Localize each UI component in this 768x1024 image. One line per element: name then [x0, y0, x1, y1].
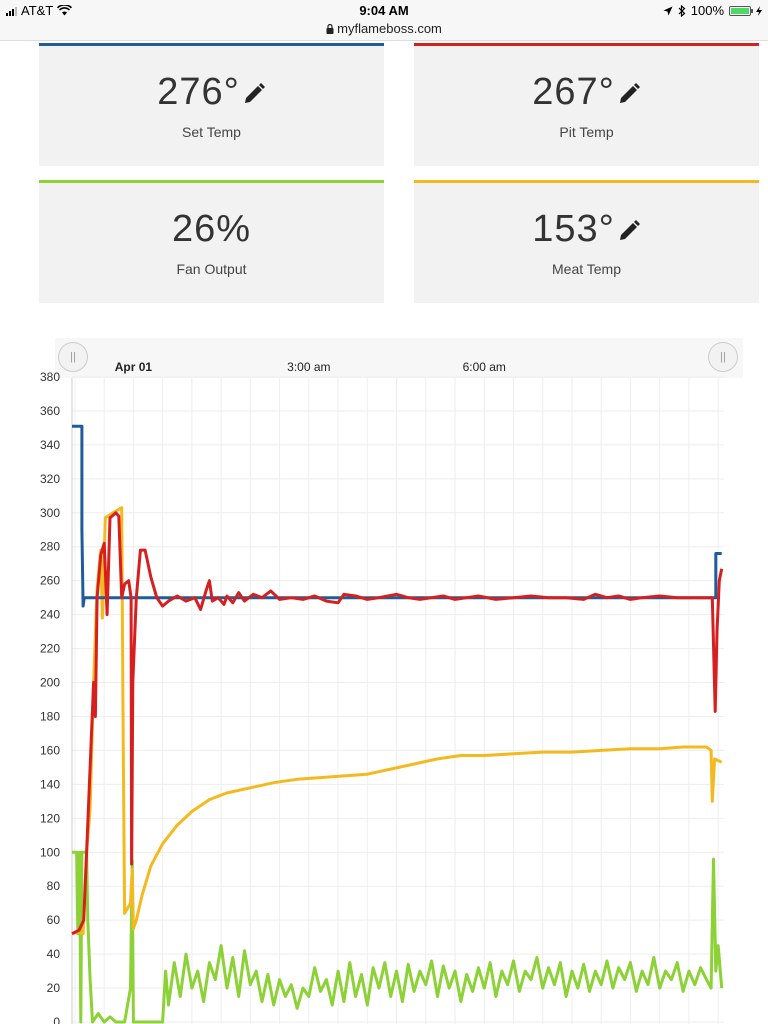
range-handle-left[interactable]: || [58, 342, 88, 372]
address-bar[interactable]: myflameboss.com [0, 21, 768, 36]
bluetooth-icon [678, 4, 686, 17]
location-arrow-icon [663, 6, 673, 15]
y-tick-label: 120 [40, 811, 60, 825]
set-temp-label: Set Temp [182, 124, 241, 140]
meat-temp-value: 153° [532, 208, 615, 250]
y-tick-label: 0 [53, 1015, 60, 1024]
y-tick-label: 80 [47, 879, 61, 893]
status-left: AT&T [6, 3, 73, 18]
status-right: 100% [663, 3, 762, 18]
fan-output-card: 26% Fan Output [39, 180, 384, 303]
x-tick-label: 3:00 am [287, 360, 330, 374]
y-tick-label: 20 [47, 981, 61, 995]
y-tick-label: 40 [47, 947, 61, 961]
pencil-icon[interactable] [617, 219, 641, 243]
clock: 9:04 AM [359, 3, 409, 18]
pit-temp-label: Pit Temp [559, 124, 614, 140]
y-tick-label: 60 [47, 913, 61, 927]
battery-icon [729, 5, 753, 16]
wifi-icon [57, 5, 73, 16]
pit-temp-card: 267° Pit Temp [414, 43, 759, 166]
pencil-icon[interactable] [617, 82, 641, 106]
y-tick-label: 280 [40, 540, 60, 554]
fan-output-value: 26% [171, 208, 252, 250]
battery-percent: 100% [690, 3, 724, 18]
x-tick-label: 6:00 am [463, 360, 506, 374]
carrier-name: AT&T [21, 3, 54, 18]
temperature-chart: || || 0 20 40 60 80 100 120 140 160 180 200 220 240 2… [0, 336, 768, 1024]
signal-strength-icon [6, 6, 17, 16]
y-tick-label: 140 [40, 777, 60, 791]
y-tick-label: 320 [40, 472, 60, 486]
y-tick-label: 360 [40, 404, 60, 418]
pencil-icon[interactable] [242, 82, 266, 106]
y-tick-label: 240 [40, 608, 60, 622]
set-temp-card: 276° Set Temp [39, 43, 384, 166]
series-line-meat-temp[interactable] [71, 506, 723, 936]
y-tick-label: 300 [40, 506, 60, 520]
x-tick-label: Apr 01 [115, 360, 153, 374]
y-tick-label: 180 [40, 709, 60, 723]
lock-icon [326, 23, 334, 34]
fan-output-label: Fan Output [176, 261, 247, 277]
y-tick-label: 380 [40, 370, 60, 384]
meat-temp-card: 153° Meat Temp [414, 180, 759, 303]
y-tick-label: 340 [40, 438, 60, 452]
range-navigator[interactable] [55, 338, 743, 378]
series-line-set-temp[interactable] [72, 424, 722, 608]
y-tick-label: 160 [40, 743, 60, 757]
set-temp-value: 276° [157, 71, 240, 113]
range-handle-right[interactable]: || [708, 342, 738, 372]
meat-temp-label: Meat Temp [552, 261, 621, 277]
charging-icon [756, 5, 762, 16]
status-bar: AT&T 9:04 AM myflameboss.com 100% [0, 0, 768, 41]
y-tick-label: 220 [40, 642, 60, 656]
pit-temp-value: 267° [532, 71, 615, 113]
y-tick-label: 100 [40, 845, 60, 859]
url-text: myflameboss.com [337, 21, 442, 36]
y-tick-label: 260 [40, 574, 60, 588]
y-tick-label: 200 [40, 676, 60, 690]
chart-plot: 0 20 40 60 80 100 120 140 160 180 200 220 240 260 280 3… [40, 360, 724, 1024]
series-line-fan-output[interactable] [72, 850, 724, 1024]
series-line-pit-temp[interactable] [71, 511, 724, 936]
